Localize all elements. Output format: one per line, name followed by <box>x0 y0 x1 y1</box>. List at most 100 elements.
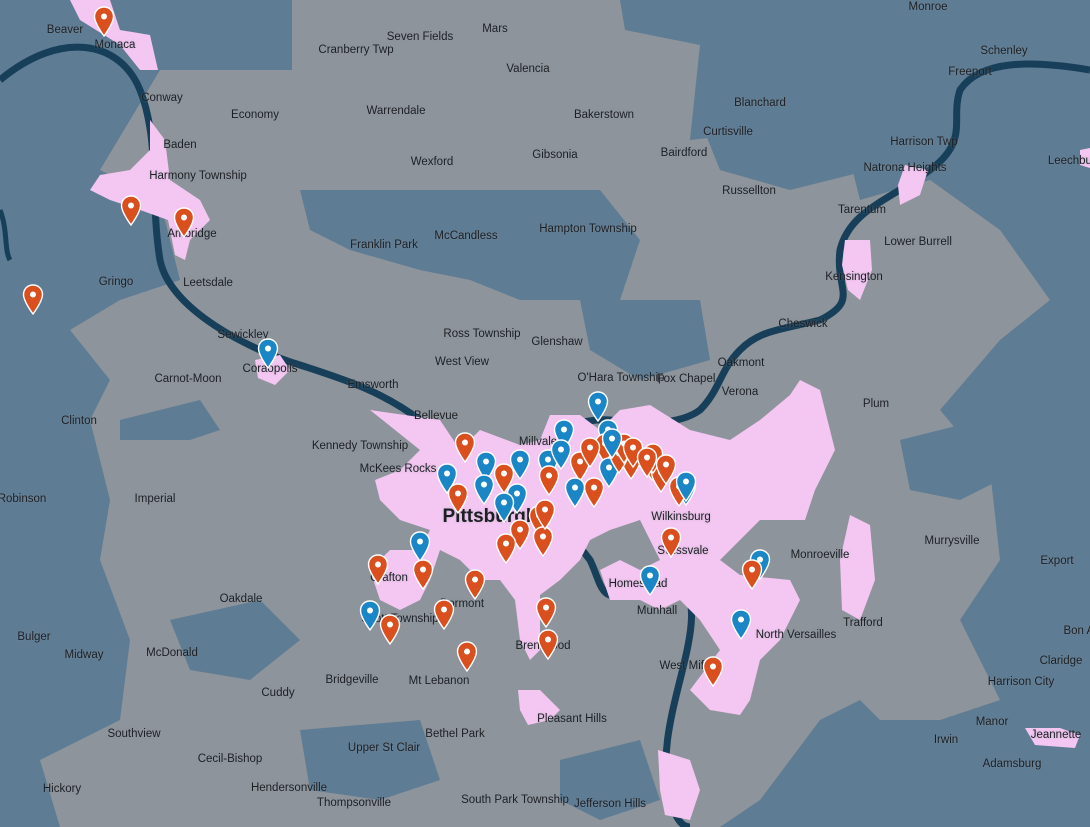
place-label: Baden <box>163 139 197 151</box>
place-label: Tarentum <box>838 204 886 216</box>
place-label: Southview <box>107 728 161 740</box>
orange-map-marker-icon[interactable] <box>579 437 601 468</box>
place-label: Franklin Park <box>350 239 418 251</box>
orange-map-marker-icon[interactable] <box>173 207 195 238</box>
blue-map-marker-icon[interactable] <box>564 477 586 508</box>
place-label: Adamsburg <box>982 758 1042 770</box>
place-label: Cuddy <box>261 687 295 699</box>
place-label: Natrona Heights <box>863 162 947 174</box>
orange-map-marker-icon[interactable] <box>741 559 763 590</box>
orange-map-marker-icon[interactable] <box>583 477 605 508</box>
place-label: Jeannette <box>1030 729 1082 741</box>
orange-map-marker-icon[interactable] <box>538 465 560 496</box>
place-label: Leetsdale <box>183 277 233 289</box>
orange-map-marker-icon[interactable] <box>655 454 677 485</box>
place-label: Glenshaw <box>531 336 583 348</box>
place-label: McDonald <box>146 647 198 659</box>
blue-map-marker-icon[interactable] <box>359 600 381 631</box>
orange-map-marker-icon[interactable] <box>532 526 554 557</box>
place-label: Trafford <box>843 617 883 629</box>
place-label: Jefferson Hills <box>573 798 647 810</box>
blue-map-marker-icon[interactable] <box>587 391 609 422</box>
coverage-area-pleasant-hills <box>518 690 560 725</box>
orange-map-marker-icon[interactable] <box>660 527 682 558</box>
place-label: Economy <box>231 109 279 121</box>
place-label: Hendersonville <box>250 782 328 794</box>
place-label: Imperial <box>134 493 176 505</box>
orange-map-marker-icon[interactable] <box>93 6 115 37</box>
place-label: Harrison Twp <box>890 136 958 148</box>
river-allegheny <box>496 60 1090 482</box>
orange-map-marker-icon[interactable] <box>454 432 476 463</box>
orange-map-marker-icon[interactable] <box>447 483 469 514</box>
blue-map-marker-icon[interactable] <box>639 565 661 596</box>
place-label: Bellevue <box>413 410 459 422</box>
place-label: Manor <box>975 716 1009 728</box>
place-label: Murrysville <box>924 535 980 547</box>
place-label: Ross Township <box>443 328 521 340</box>
place-label: Wilkinsburg <box>651 511 711 523</box>
blue-map-marker-icon[interactable] <box>550 439 572 470</box>
orange-map-marker-icon[interactable] <box>22 284 44 315</box>
place-label: Robinson <box>0 493 47 505</box>
place-label: Bakerstown <box>573 109 635 121</box>
blue-map-marker-icon[interactable] <box>509 449 531 480</box>
coverage-area-jeannette <box>1025 728 1080 748</box>
blue-map-marker-icon[interactable] <box>473 474 495 505</box>
orange-map-marker-icon[interactable] <box>464 569 486 600</box>
place-label: Kensington <box>825 271 883 283</box>
municipal-patch-8 <box>580 300 710 380</box>
place-label: Cheswick <box>778 318 828 330</box>
orange-map-marker-icon[interactable] <box>537 629 559 660</box>
municipal-patch-4 <box>170 600 300 680</box>
coverage-area-natrona <box>898 165 928 205</box>
place-label: Bulger <box>17 631 51 643</box>
place-label: Leechburg <box>1047 155 1090 167</box>
municipal-patch-2 <box>700 110 880 190</box>
place-label: Sewickley <box>217 329 269 341</box>
place-label: Mt Lebanon <box>408 675 470 687</box>
place-label: Beaver <box>46 24 84 36</box>
place-label: South Park Township <box>461 794 569 806</box>
orange-map-marker-icon[interactable] <box>412 559 434 590</box>
place-label: Bon Air <box>1063 625 1090 637</box>
place-label: Fox Chapel <box>656 373 716 385</box>
orange-map-marker-icon[interactable] <box>379 614 401 645</box>
place-label: Kennedy Township <box>311 440 409 452</box>
orange-map-marker-icon[interactable] <box>456 641 478 672</box>
place-label: Munhall <box>636 605 678 617</box>
blue-map-marker-icon[interactable] <box>675 471 697 502</box>
place-label: Warrendale <box>366 105 426 117</box>
place-label: Midway <box>64 649 104 661</box>
coverage-area-leechburg <box>1080 148 1090 168</box>
place-label: Blanchard <box>734 97 786 109</box>
orange-map-marker-icon[interactable] <box>636 447 658 478</box>
blue-map-marker-icon[interactable] <box>601 428 623 459</box>
place-label: Verona <box>721 386 759 398</box>
place-label: Freeport <box>948 66 992 78</box>
blue-map-marker-icon[interactable] <box>257 338 279 369</box>
blue-map-marker-icon[interactable] <box>493 492 515 523</box>
orange-map-marker-icon[interactable] <box>120 195 142 226</box>
place-label: Carnot-Moon <box>154 373 222 385</box>
orange-map-marker-icon[interactable] <box>367 554 389 585</box>
blue-map-marker-icon[interactable] <box>730 609 752 640</box>
place-label: O'Hara Township <box>577 372 665 384</box>
place-label: Pleasant Hills <box>537 713 607 725</box>
place-label: Mars <box>482 23 508 35</box>
place-label: Bairdford <box>660 147 708 159</box>
orange-map-marker-icon[interactable] <box>702 656 724 687</box>
orange-map-marker-icon[interactable] <box>535 597 557 628</box>
orange-map-marker-icon[interactable] <box>433 599 455 630</box>
county-region-allegheny <box>40 0 1050 827</box>
coverage-area-monaca <box>70 0 158 70</box>
place-label: Hickory <box>42 783 82 795</box>
orange-map-marker-icon[interactable] <box>495 533 517 564</box>
place-label: Curtisville <box>703 126 753 138</box>
blue-map-marker-icon[interactable] <box>409 531 431 562</box>
municipal-patch-6 <box>560 740 660 820</box>
place-label: Lower Burrell <box>884 236 952 248</box>
orange-map-marker-icon[interactable] <box>534 499 556 530</box>
